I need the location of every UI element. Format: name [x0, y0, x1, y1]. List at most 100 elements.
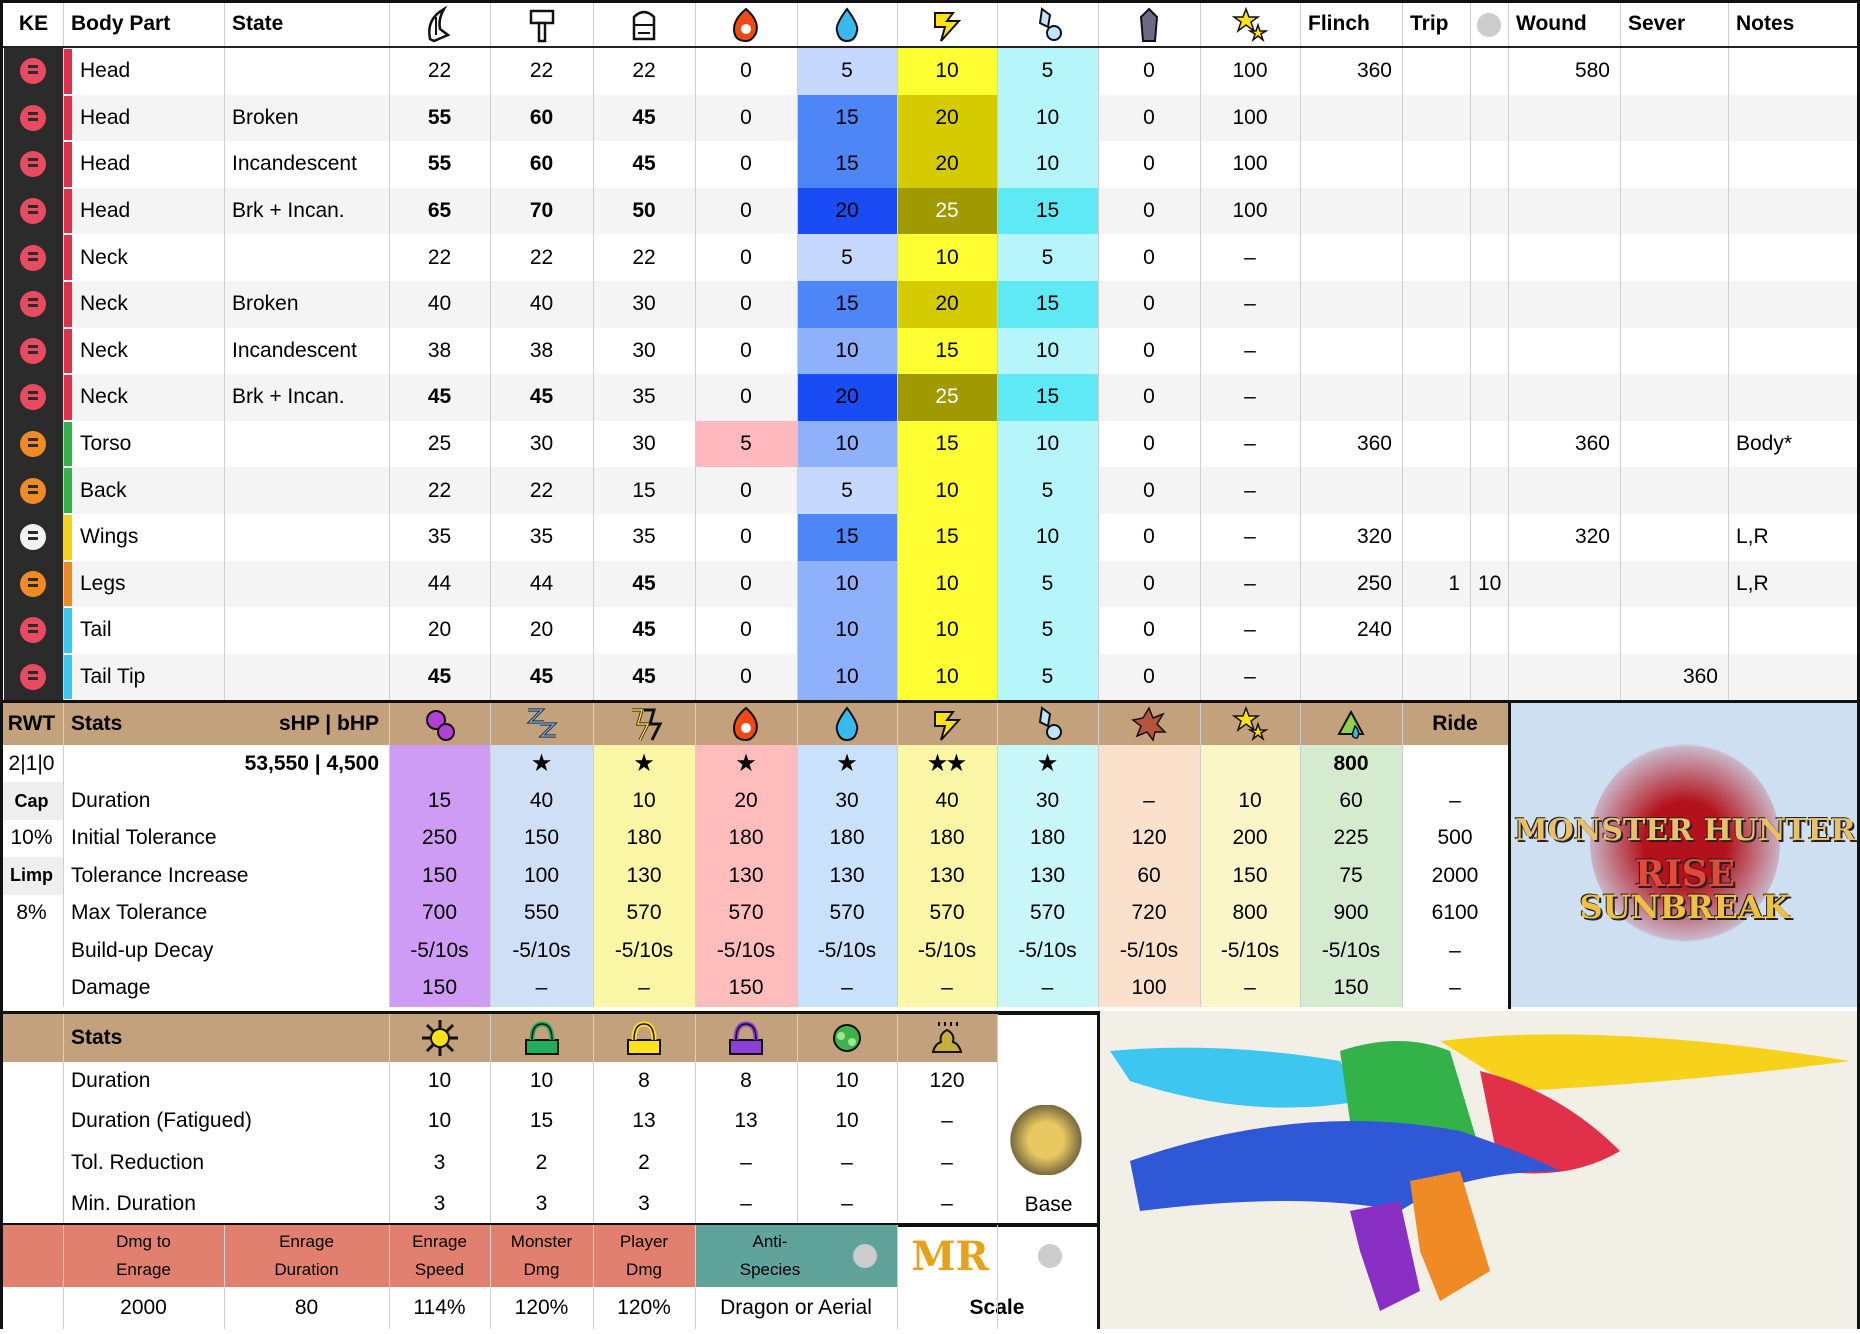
hitzone-value: 20 — [529, 618, 554, 642]
hitzone-value: 0 — [740, 665, 752, 689]
trap-top-rule — [0, 1011, 1100, 1015]
hitzone-value: 22 — [632, 59, 656, 83]
monster-bug-icon — [20, 198, 46, 225]
sever-value — [1620, 467, 1728, 514]
status-value: -5/10s — [997, 932, 1098, 970]
base-label: Base — [1024, 1193, 1073, 1216]
grid-line — [897, 1014, 898, 1226]
status-value: 150 — [389, 969, 490, 1007]
status-value: 550 — [490, 894, 593, 932]
flinch-value — [1300, 467, 1402, 514]
logo-text-line-1: MONSTER HUNTER — [1514, 813, 1856, 848]
hitzone-value: 10 — [897, 467, 997, 514]
grid-line — [389, 1014, 390, 1226]
status-value: 150 — [389, 857, 490, 895]
hitzone-value: 20 — [427, 618, 452, 642]
status-row-label: Damage — [71, 976, 151, 1000]
trap-value: 3 — [433, 1151, 446, 1174]
flash-icon — [421, 1020, 458, 1056]
sever-value — [1620, 514, 1728, 561]
hitzone-value: 5 — [997, 607, 1098, 654]
hp-value: 53,550 | 4,500 — [244, 751, 379, 775]
status-value: 150 — [490, 819, 593, 858]
sever-value — [1620, 328, 1728, 375]
hitzone-value: 15 — [897, 514, 997, 561]
hitzone-value: 100 — [1232, 105, 1268, 129]
logo-text-line-3: SUNBREAK — [1579, 888, 1791, 926]
grid-line — [1300, 0, 1301, 700]
hitzone-value: 0 — [740, 152, 752, 176]
part-color-bar — [63, 282, 72, 327]
grid-line — [1098, 703, 1099, 1007]
trap-value: 3 — [638, 1192, 650, 1215]
status-value: 150 — [1200, 857, 1300, 895]
wound-value — [1508, 374, 1620, 421]
grid-line — [897, 703, 898, 1007]
hitzone-value: 10 — [897, 48, 997, 95]
sonic-icon — [729, 1021, 763, 1055]
hitzone-value: 22 — [632, 245, 656, 269]
hitzone-value: 20 — [797, 374, 897, 421]
hz-header-notes: Notes — [1736, 12, 1795, 35]
hitzone-value: 0 — [740, 618, 752, 642]
part-color-bar — [63, 49, 72, 94]
notes-value — [1728, 188, 1860, 235]
sever-value — [1620, 607, 1728, 654]
part-color-bar — [63, 608, 72, 653]
hitzone-value: 10 — [897, 560, 997, 608]
dung-icon — [931, 1022, 963, 1053]
status-value: 15 — [389, 782, 490, 820]
hitzone-value: 15 — [997, 187, 1098, 235]
part-state — [224, 561, 389, 608]
status-value: – — [1098, 782, 1200, 820]
grid-line — [490, 1014, 491, 1226]
status-value: 180 — [897, 819, 997, 858]
notes-value — [1728, 607, 1860, 654]
status-value: 60 — [1098, 857, 1200, 895]
fireblight-icon — [732, 706, 758, 742]
monster-bug-icon — [20, 337, 46, 364]
monster-bug-icon — [20, 477, 46, 504]
notes-value — [1728, 95, 1860, 142]
notes-value — [1728, 234, 1860, 281]
hitzone-value: 25 — [427, 432, 452, 456]
grid-line — [224, 0, 225, 700]
stun-icon — [1231, 6, 1269, 43]
hitzone-value: 45 — [632, 571, 656, 595]
status-star: 800 — [1300, 745, 1402, 783]
status-value: – — [1402, 932, 1508, 970]
frame-left — [0, 0, 3, 1329]
ke-cell — [4, 327, 63, 375]
part-color-bar — [63, 654, 72, 700]
grid-line — [1200, 703, 1201, 1007]
trap-value: 13 — [734, 1108, 758, 1132]
trip-duration-value — [1470, 141, 1508, 188]
trap-row-label: Tol. Reduction — [71, 1151, 205, 1174]
status-row-bg — [0, 745, 389, 783]
trap-value: 2 — [638, 1151, 650, 1174]
notes-value — [1728, 467, 1860, 514]
hitzone-value: – — [1244, 478, 1256, 502]
status-value: – — [1200, 969, 1300, 1007]
part-color-bar — [63, 235, 72, 280]
hitzone-value: 40 — [529, 292, 554, 316]
part-color-bar — [63, 95, 72, 141]
monster-bug-icon — [20, 104, 46, 131]
enrage-value: 2000 — [120, 1296, 167, 1319]
enrage-value: 120% — [617, 1296, 671, 1319]
waterblight-icon — [835, 706, 859, 742]
hitzone-value: 5 — [797, 234, 897, 281]
status-value: 130 — [997, 857, 1098, 895]
enrage-value: 80 — [294, 1296, 319, 1319]
part-color-bar — [63, 375, 72, 420]
hitzone-value: 22 — [427, 245, 452, 269]
trap-value: – — [740, 1151, 752, 1174]
body-part-name: Neck — [80, 292, 128, 316]
hitzone-value: 30 — [529, 432, 554, 456]
wound-value — [1508, 141, 1620, 188]
body-part-name: Back — [80, 478, 127, 502]
grid-line — [593, 1014, 594, 1226]
flinch-value — [1300, 654, 1402, 701]
sever-value — [1620, 95, 1728, 142]
grid-line — [593, 1225, 594, 1329]
